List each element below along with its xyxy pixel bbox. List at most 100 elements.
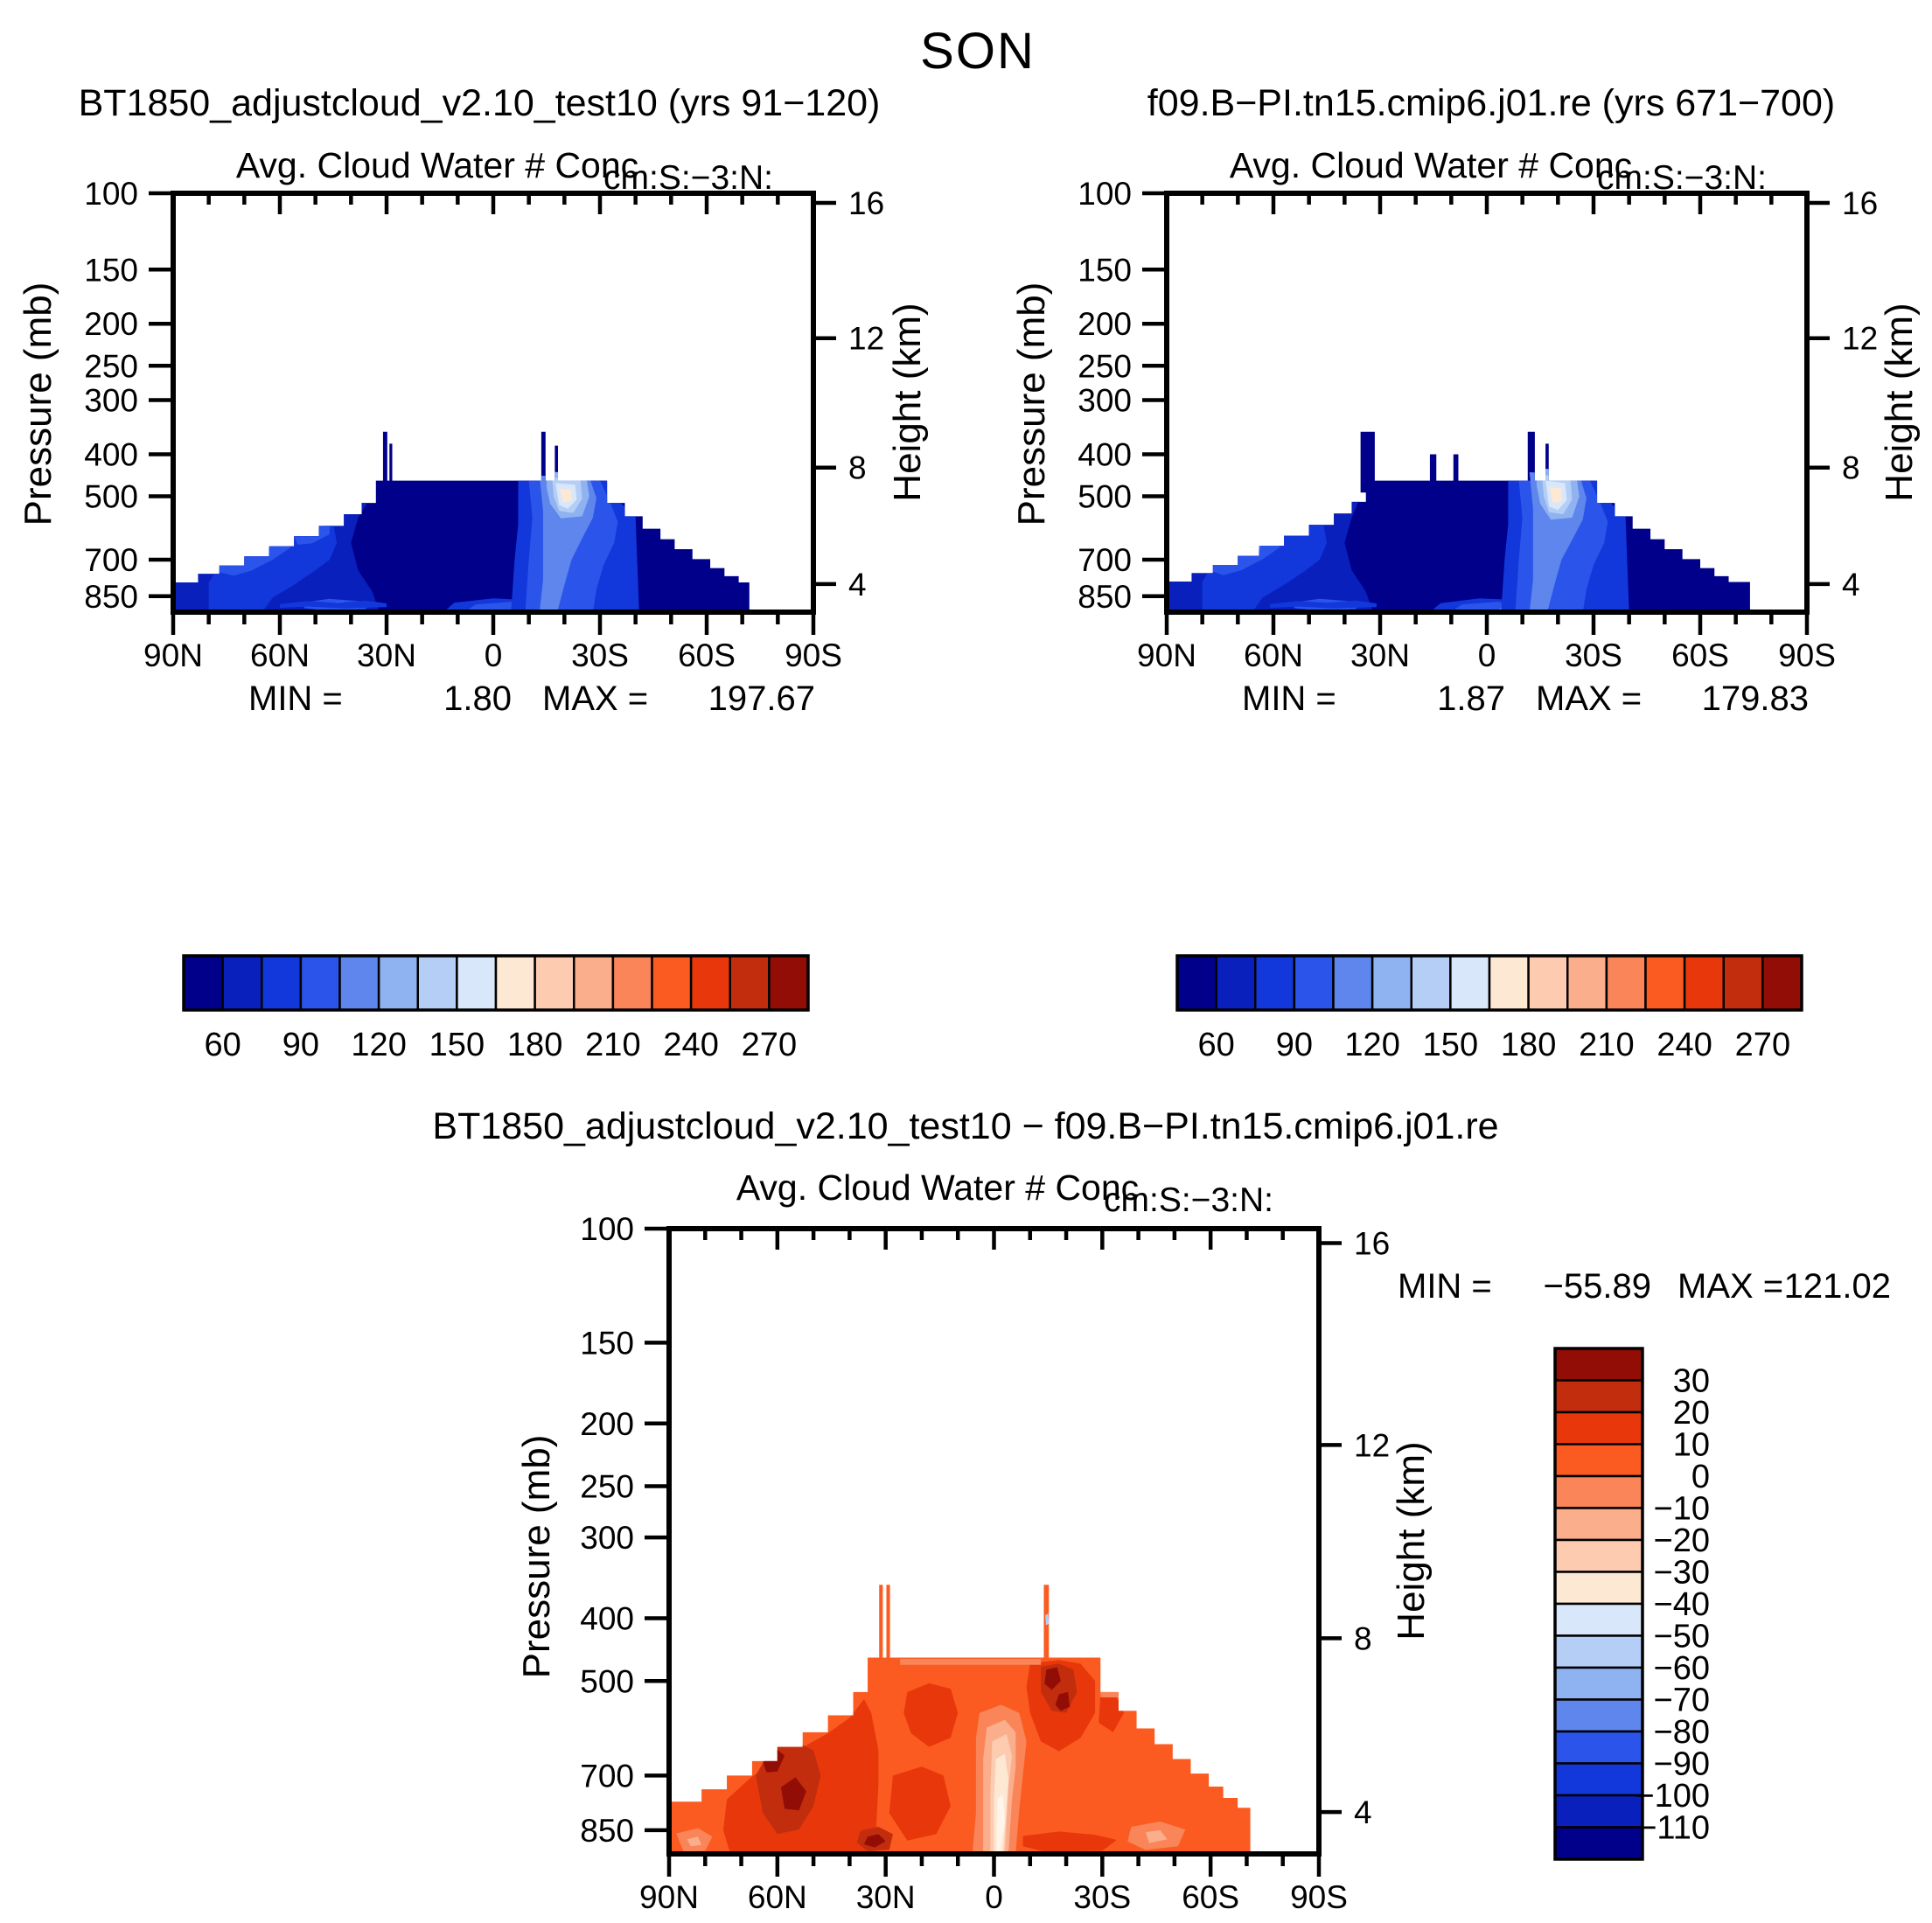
panel3-min-value: −55.89 <box>1544 1267 1651 1306</box>
pressure-tick-label: 700 <box>580 1758 634 1794</box>
pressure-tick-label: 500 <box>84 479 138 515</box>
panel1-pressure-axis-label: Pressure (mb) <box>17 282 59 526</box>
pressure-tick-label: 700 <box>1078 542 1132 578</box>
panel1-min-value: 1.80 <box>443 679 512 718</box>
panel3-min-label: MIN = <box>1398 1267 1492 1306</box>
panel2-min-label: MIN = <box>1242 679 1336 718</box>
ticks-diff <box>645 1226 1342 1877</box>
panel1-max-value: 197.67 <box>708 679 815 718</box>
diff-colorbar-label: −60 <box>1654 1650 1710 1687</box>
diff-colorbar-label: 0 <box>1691 1459 1710 1495</box>
pressure-tick-label: 250 <box>1078 348 1132 384</box>
contour-bands-diff <box>676 1613 1186 1854</box>
height-tick-label: 16 <box>1842 185 1878 221</box>
colorbar-label: 270 <box>742 1027 797 1063</box>
pressure-tick-label: 250 <box>580 1468 634 1504</box>
pressure-tick-label: 400 <box>1078 436 1132 472</box>
latitude-tick-label: 30S <box>571 638 629 673</box>
latitude-tick-label: 0 <box>485 638 503 673</box>
pressure-tick-label: 500 <box>1078 479 1132 515</box>
panel3-pressure-axis-label: Pressure (mb) <box>515 1435 558 1679</box>
diff-colorbar-label: −70 <box>1654 1683 1710 1719</box>
colorbar-label: 240 <box>1656 1027 1712 1063</box>
latitude-tick-label: 90N <box>1137 638 1196 673</box>
panel3-height-axis-label: Height (km) <box>1390 1441 1433 1640</box>
latitude-tick-label: 90S <box>1290 1879 1348 1915</box>
colorbar-label: 180 <box>507 1027 562 1063</box>
height-tick-label: 4 <box>1354 1794 1372 1830</box>
diff-colorbar-label: −110 <box>1637 1810 1710 1847</box>
colorbar-case2: 60 90 120 150 180 210 240 270 <box>1175 954 1803 1063</box>
colorbar-label: 90 <box>282 1027 319 1063</box>
contour-bands-case2 <box>1167 468 1629 612</box>
diff-colorbar-label: 10 <box>1673 1427 1710 1464</box>
diff-colorbar-label: 20 <box>1673 1395 1710 1432</box>
colorbar-label: 240 <box>663 1027 718 1063</box>
colorbar-label: 210 <box>585 1027 640 1063</box>
latitude-tick-label: 30S <box>1565 638 1622 673</box>
colorbar-case1: 60 90 120 150 180 210 240 270 <box>182 954 810 1063</box>
ticks-case1 <box>149 191 836 635</box>
height-tick-label: 12 <box>1842 321 1878 357</box>
panel1-case-title: BT1850_adjustcloud_v2.10_test10 (yrs 91−… <box>79 82 881 124</box>
pressure-tick-label: 200 <box>1078 306 1132 342</box>
pressure-tick-label: 300 <box>580 1520 634 1556</box>
colorbar-label: 60 <box>1197 1027 1234 1063</box>
latitude-tick-label: 30N <box>1350 638 1410 673</box>
latitude-tick-label: 60N <box>250 638 310 673</box>
colorbar-label: 150 <box>1423 1027 1478 1063</box>
pressure-tick-label: 700 <box>84 542 138 578</box>
height-tick-label: 16 <box>1354 1225 1390 1261</box>
latitude-tick-label: 90N <box>143 638 203 673</box>
height-tick-label: 8 <box>848 450 867 486</box>
colorbar-label: 180 <box>1501 1027 1556 1063</box>
colorbar-diff: 3020100−10−20−30−40−50−60−70−80−90−100−1… <box>1553 1347 1710 1861</box>
panel2-pressure-axis-label: Pressure (mb) <box>1010 282 1053 526</box>
latitude-tick-label: 0 <box>985 1879 1003 1915</box>
panel2-max-label: MAX = <box>1536 679 1642 718</box>
panel-diff-plot: 100 150 200 250 300 400 500 700 850 16 12 8 4 90N 60N 3… <box>580 1211 1390 1915</box>
latitude-tick-label: 30S <box>1073 1879 1131 1915</box>
latitude-tick-label: 90S <box>1778 638 1836 673</box>
pressure-tick-label: 100 <box>1078 176 1132 212</box>
pressure-tick-label: 850 <box>1078 579 1132 615</box>
pressure-tick-label: 400 <box>84 436 138 472</box>
panel1-max-label: MAX = <box>542 679 648 718</box>
height-tick-label: 16 <box>848 185 884 221</box>
latitude-tick-label: 60S <box>1671 638 1729 673</box>
panel2-subtitle: Avg. Cloud Water # Conc <box>1230 145 1632 185</box>
latitude-tick-label: 0 <box>1478 638 1496 673</box>
panel3-diff-title: BT1850_adjustcloud_v2.10_test10 − f09.B−… <box>432 1105 1498 1147</box>
pressure-tick-label: 850 <box>580 1813 634 1849</box>
pressure-tick-label: 300 <box>1078 383 1132 419</box>
latitude-tick-label: 60S <box>678 638 736 673</box>
colorbar-label: 120 <box>1344 1027 1399 1063</box>
panel3-max-value: 121.02 <box>1784 1267 1891 1306</box>
pressure-tick-label: 150 <box>84 252 138 288</box>
latitude-tick-label: 90N <box>639 1879 699 1915</box>
colorbar-label: 60 <box>204 1027 241 1063</box>
panel1-subtitle: Avg. Cloud Water # Conc <box>236 145 638 185</box>
colorbar-label: 270 <box>1735 1027 1790 1063</box>
panel1-units: cm:S:−3:N: <box>603 159 773 197</box>
pressure-tick-label: 200 <box>84 306 138 342</box>
height-tick-label: 4 <box>848 567 867 603</box>
pressure-tick-label: 300 <box>84 383 138 419</box>
height-tick-label: 8 <box>1354 1620 1372 1656</box>
colorbar-label: 90 <box>1276 1027 1313 1063</box>
panel3-subtitle: Avg. Cloud Water # Conc <box>736 1167 1139 1208</box>
diff-colorbar-label: −20 <box>1654 1522 1710 1559</box>
latitude-tick-label: 60S <box>1182 1879 1239 1915</box>
diff-colorbar-label: −10 <box>1654 1491 1710 1528</box>
pressure-tick-label: 400 <box>580 1601 634 1637</box>
panel2-units: cm:S:−3:N: <box>1597 159 1767 197</box>
pressure-tick-label: 250 <box>84 348 138 384</box>
pressure-tick-label: 150 <box>580 1325 634 1361</box>
panel2-min-value: 1.87 <box>1437 679 1505 718</box>
pressure-tick-label: 500 <box>580 1663 634 1699</box>
diff-colorbar-label: −100 <box>1635 1778 1710 1815</box>
latitude-tick-label: 30N <box>856 1879 916 1915</box>
